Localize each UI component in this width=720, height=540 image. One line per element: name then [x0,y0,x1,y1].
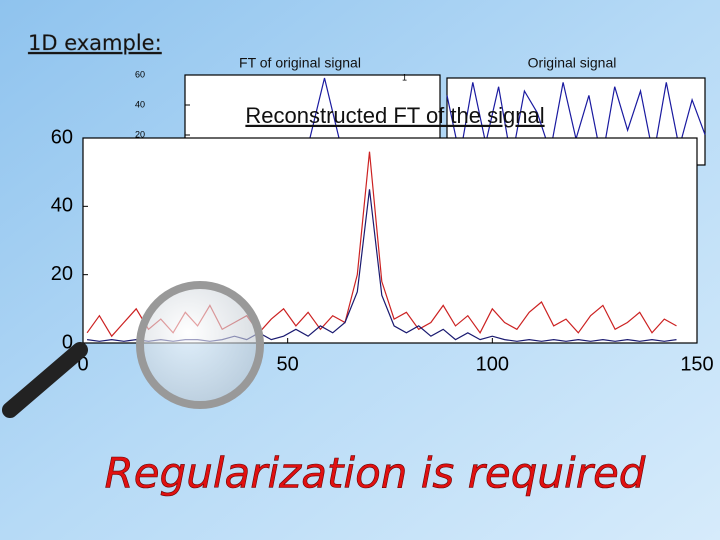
x-tick-label: 150 [680,353,713,375]
magnifier [2,281,264,418]
y-tick-label: 40 [135,99,145,109]
conclusion: Regularization is required [105,449,646,498]
x-tick-label: 50 [277,353,299,375]
slide-heading: 1D example: [28,31,162,55]
y-tick-label: 20 [135,129,145,139]
chart-title: Original signal [528,55,617,71]
y-tick-label: 40 [51,195,73,217]
chart: 20 40 60 FT of original signal [135,55,441,166]
chart-title: Reconstructed FT of the signal [245,103,544,128]
y-tick-label: 20 [51,263,73,285]
x-tick-label: 100 [476,353,509,375]
magnifier-lens [136,281,264,409]
y-tick-label: 60 [135,69,145,79]
chart-title: FT of original signal [239,55,361,71]
y-tick-label: 60 [51,126,73,148]
y-tick-label: 1 [402,72,407,82]
x-tick-label: 0 [77,353,88,375]
y-tick-label: 0 [62,331,73,353]
magnifier-handle [2,342,88,418]
